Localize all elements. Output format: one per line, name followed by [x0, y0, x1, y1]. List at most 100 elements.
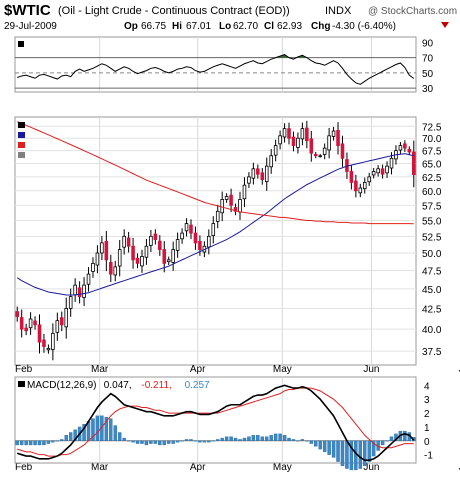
price-candle	[318, 155, 322, 158]
macd-histogram-bar	[19, 440, 24, 446]
macd-month-label: Jul	[459, 462, 460, 473]
price-candle	[37, 324, 42, 343]
price-candle	[82, 284, 86, 298]
macd-histogram-bar	[322, 440, 327, 453]
price-candle	[100, 242, 104, 254]
price-candle	[305, 127, 309, 142]
macd-histogram-bar	[260, 436, 264, 441]
price-candle	[15, 311, 20, 317]
price-month-label: Jun	[363, 364, 379, 375]
rsi-tick-label: 50	[422, 69, 434, 80]
price-candle	[198, 240, 202, 250]
price-candle	[358, 187, 363, 194]
price-tick-label: 45.0	[422, 285, 442, 296]
price-tick-label: 65.0	[422, 160, 442, 171]
rsi-tick-label: 70	[422, 54, 434, 65]
macd-histogram-bar	[95, 415, 100, 441]
price-candle	[251, 168, 256, 179]
macd-histogram-bar	[282, 435, 287, 441]
price-month-label: Feb	[15, 364, 33, 375]
price-candle	[180, 232, 184, 240]
macd-histogram-bar	[91, 418, 95, 441]
macd-histogram-bar	[144, 440, 149, 446]
macd-histogram-bar	[104, 417, 109, 441]
macd-histogram-bar	[309, 440, 314, 444]
price-month-label: May	[273, 364, 292, 375]
macd-histogram-bar	[153, 440, 158, 444]
price-candle	[184, 223, 189, 232]
price-tick-label: 55.0	[422, 216, 442, 227]
macd-histogram-bar	[184, 439, 189, 441]
ma200-line	[17, 121, 414, 225]
macd-month-label: Jun	[363, 462, 379, 473]
price-candle	[215, 210, 220, 222]
rsi-legend-swatch	[18, 41, 24, 47]
macd-histogram-bar	[180, 440, 184, 442]
macd-histogram-bar	[207, 440, 211, 443]
macd-histogram-bar	[242, 437, 247, 441]
price-candle	[73, 284, 77, 296]
price-candle	[367, 176, 371, 183]
price-candle	[144, 245, 149, 258]
price-candle	[224, 196, 229, 200]
macd-histogram-bar	[265, 436, 269, 441]
price-candle	[24, 327, 28, 332]
macd-histogram-bar	[287, 437, 291, 441]
macd-histogram-bar	[51, 440, 55, 443]
price-candle	[211, 223, 216, 236]
price-candle	[273, 145, 278, 156]
price-candle	[349, 171, 354, 183]
macd-histogram-bar	[305, 440, 309, 442]
price-candle	[287, 128, 291, 139]
price-month-label: Apr	[190, 364, 206, 375]
macd-tick-label: 0	[424, 437, 430, 448]
price-candle	[77, 287, 82, 297]
price-tick-label: 42.5	[422, 304, 442, 315]
macd-month-label: Mar	[91, 462, 109, 473]
macd-histogram-bar	[175, 440, 180, 443]
macd-histogram-bar	[220, 437, 224, 441]
price-candle	[371, 171, 376, 176]
macd-histogram-bar	[42, 440, 46, 446]
macd-histogram-bar	[278, 433, 282, 441]
macd-histogram-bar	[33, 440, 37, 446]
macd-legend-label: 0.047,	[104, 380, 132, 391]
price-candle	[220, 199, 224, 214]
change-value: -4.30 (-6.40%)	[332, 21, 396, 32]
price-tick-label: 62.5	[422, 173, 442, 184]
macd-histogram-bar	[135, 440, 140, 444]
price-candle	[28, 318, 33, 329]
macd-histogram-bar	[122, 437, 126, 441]
price-candle	[189, 224, 193, 234]
macd-histogram-bar	[64, 435, 68, 441]
macd-histogram-bar	[149, 440, 153, 444]
price-candle	[309, 138, 314, 154]
macd-histogram-bar	[162, 440, 166, 446]
price-legend-swatch	[18, 122, 25, 128]
ma50-line	[16, 153, 414, 296]
price-candle	[126, 237, 131, 247]
price-legend-swatch	[18, 142, 25, 148]
macd-histogram-bar	[273, 433, 278, 441]
macd-histogram-bar	[371, 440, 376, 457]
price-tick-label: 60.0	[422, 187, 442, 198]
price-legend-swatch	[18, 132, 25, 138]
price-candle	[46, 347, 51, 351]
price-tick-label: 67.5	[422, 147, 442, 158]
price-candle	[362, 181, 367, 190]
macd-histogram-bar	[193, 440, 198, 442]
price-candle	[162, 249, 167, 264]
macd-histogram-bar	[340, 440, 345, 466]
price-candle	[171, 249, 175, 263]
macd-histogram-bar	[314, 440, 318, 447]
macd-histogram-bar	[73, 429, 77, 441]
price-candle	[42, 339, 46, 347]
price-candle	[166, 259, 171, 263]
price-candle	[354, 180, 358, 192]
high-label: Hi	[172, 21, 182, 32]
macd-histogram-bar	[126, 440, 131, 442]
price-candle	[247, 176, 251, 184]
macd-histogram-bar	[189, 439, 193, 441]
macd-histogram-bar	[291, 439, 296, 441]
